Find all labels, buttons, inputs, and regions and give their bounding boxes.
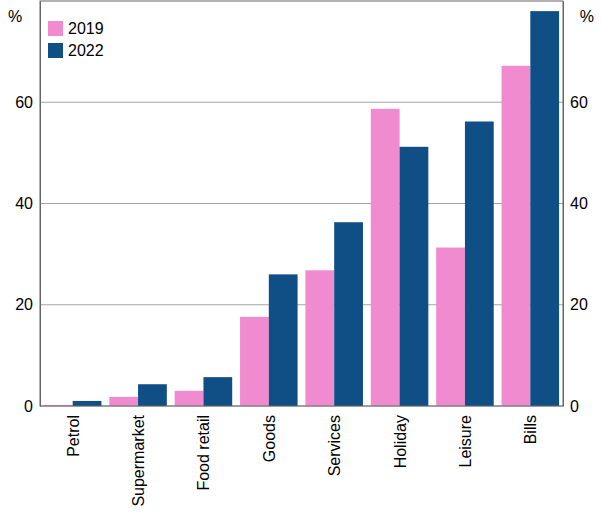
bar	[502, 66, 531, 406]
legend-swatch	[48, 43, 63, 58]
tick-label: 40	[15, 195, 33, 212]
category-label: Bills	[522, 415, 539, 444]
y-axis-right: 0 20 40 60	[563, 2, 588, 415]
bar	[240, 317, 269, 406]
tick: 40	[563, 195, 588, 212]
tick: 60	[15, 94, 40, 111]
tick-label: 0	[570, 398, 579, 415]
legend-label: 2022	[68, 42, 104, 59]
tick-label: 40	[570, 195, 588, 212]
bar	[334, 222, 363, 406]
category-label: Services	[326, 415, 343, 476]
axis-unit: %	[8, 8, 22, 25]
tick-label: 0	[24, 398, 33, 415]
legend-item: 2022	[48, 42, 104, 59]
tick: 0	[24, 398, 40, 415]
tick: 0	[563, 398, 579, 415]
chart: 0 20 40 60 0 20 40 60 Petrol Supermarket Food reta…	[0, 0, 602, 530]
bars	[44, 11, 559, 406]
axis-unit: %	[580, 8, 594, 25]
bar	[175, 391, 204, 406]
tick: 40	[15, 195, 40, 212]
bar	[400, 147, 429, 406]
category-label: Petrol	[65, 415, 82, 457]
bar	[530, 11, 559, 406]
legend-item: 2019	[48, 20, 104, 37]
y-axis-left: 0 20 40 60	[15, 2, 40, 415]
bar	[73, 401, 102, 406]
bar	[203, 377, 232, 406]
bar	[269, 274, 298, 406]
x-axis: Petrol Supermarket Food retail Goods Service…	[65, 414, 540, 506]
bar	[305, 270, 334, 406]
grid	[40, 102, 563, 406]
category-label: Goods	[261, 415, 278, 462]
tick: 20	[563, 296, 588, 313]
bar	[436, 248, 465, 406]
axis-line	[563, 2, 564, 407]
tick-label: 20	[15, 296, 33, 313]
bar	[109, 397, 138, 406]
tick-label: 60	[15, 94, 33, 111]
plot-frame	[40, 1, 563, 406]
tick: 60	[563, 94, 588, 111]
grid-line	[40, 102, 563, 103]
tick-label: 60	[570, 94, 588, 111]
category-label: Leisure	[457, 415, 474, 468]
bar	[138, 384, 167, 406]
plot: 0 20 40 60 0 20 40 60 Petrol Supermarket Food reta…	[15, 1, 588, 507]
category-label: Supermarket	[130, 414, 147, 506]
legend: 2019 2022	[48, 20, 104, 59]
category-label: Holiday	[392, 415, 409, 468]
tick-label: 20	[570, 296, 588, 313]
bar	[465, 121, 494, 406]
legend-swatch	[48, 21, 63, 36]
bar	[371, 109, 400, 406]
tick: 20	[15, 296, 40, 313]
axis-line	[40, 2, 41, 407]
category-label: Food retail	[195, 415, 212, 491]
legend-label: 2019	[68, 20, 104, 37]
